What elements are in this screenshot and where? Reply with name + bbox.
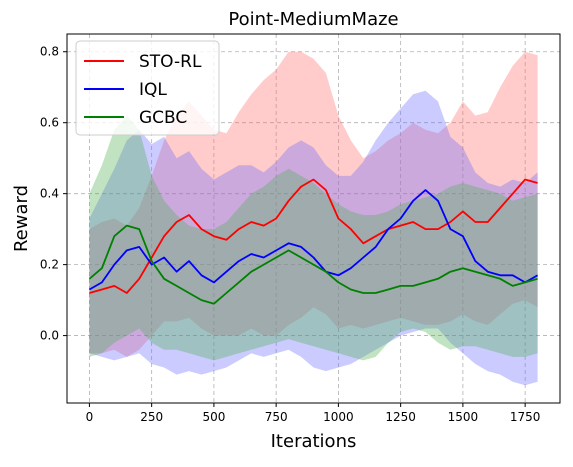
series-lines: [88, 178, 539, 305]
series-line-gcbc: [88, 224, 538, 305]
x-tick-label: 250: [140, 410, 163, 424]
y-tick-label: 0.4: [40, 187, 59, 201]
y-tick-label: 0.6: [40, 116, 59, 130]
x-tick-label: 1500: [448, 410, 479, 424]
y-tick-label: 0.0: [40, 329, 59, 343]
x-axis-label: Iterations: [271, 431, 357, 452]
y-tick-label: 0.2: [40, 258, 59, 272]
series-line-iql: [88, 189, 539, 291]
x-tick-label: 0: [86, 410, 94, 424]
legend-label-gcbc: GCBC: [139, 108, 187, 128]
band-iql: [89, 90, 538, 386]
x-tick-label: 1750: [510, 410, 541, 424]
x-tick-label: 750: [265, 410, 288, 424]
y-tick-label: 0.8: [40, 45, 59, 59]
x-axis-ticks: 0 250 500 750 1000 1250 1500 1750: [86, 403, 541, 424]
x-tick-label: 1000: [323, 410, 354, 424]
y-axis-label: Reward: [11, 185, 32, 252]
x-tick-label: 500: [202, 410, 225, 424]
legend-box: [75, 40, 220, 136]
legend-label-sto-rl: STO-RL: [139, 52, 202, 72]
x-tick-label: 1250: [385, 410, 416, 424]
chart-title: Point-MediumMaze: [228, 9, 398, 30]
legend-label-iql: IQL: [139, 80, 167, 100]
legend: STO-RL IQL GCBC: [75, 40, 220, 136]
series-line-sto-rl: [89, 178, 538, 294]
y-axis-ticks: 0.0 0.2 0.4 0.6 0.8: [40, 45, 67, 343]
plot-frame: [66, 33, 561, 404]
